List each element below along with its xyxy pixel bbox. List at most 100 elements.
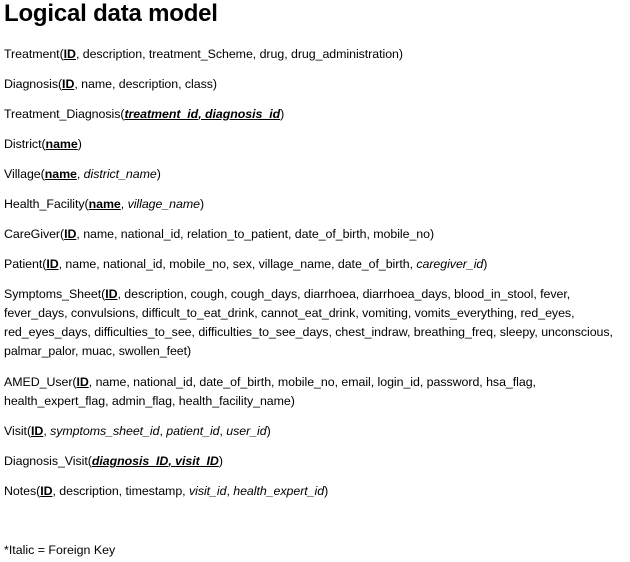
entity-amed-user: AMED_User(ID, name, national_id, date_of… (4, 375, 536, 408)
attribute: convulsions (70, 306, 136, 320)
attribute: swollen_feet (118, 344, 188, 358)
attribute-primary-key: ID (63, 47, 76, 61)
attribute: difficulties_to_see_days (198, 325, 329, 339)
attribute-primary-key: ID (40, 484, 53, 498)
entity-name: Treatment_Diagnosis (4, 107, 121, 121)
attribute: admin_flag (111, 394, 172, 408)
attribute-primary-key: ID (76, 375, 89, 389)
attribute-foreign-key: user_id (226, 424, 267, 438)
entity-name: AMED_User (4, 375, 73, 389)
attribute: chest_indraw (335, 325, 407, 339)
attribute-primary-key: name (45, 137, 78, 151)
attribute-foreign-key: patient_id (166, 424, 220, 438)
entity-health-facility: Health_Facility(name, village_name) (4, 197, 205, 211)
attribute: name (95, 375, 127, 389)
entity-notes: Notes(ID, description, timestamp, visit_… (4, 484, 329, 498)
attribute: cough_days (230, 287, 298, 301)
entity-name: District (4, 137, 42, 151)
attribute-foreign-key: district_name (83, 167, 157, 181)
entity-district: District(name) (4, 137, 82, 151)
entity-diagnosis-visit: Diagnosis_Visit(diagnosis_ID, visit_ID) (4, 454, 223, 468)
entity-name: Visit (4, 424, 27, 438)
attribute: mobile_no (373, 227, 430, 241)
attribute: blood_in_stool (454, 287, 534, 301)
attribute: palmar_palor (4, 344, 76, 358)
attribute-primary-foreign-key: diagnosis_ID (91, 454, 169, 468)
attribute: hsa_flag (486, 375, 533, 389)
attribute: cannot_eat_drink (261, 306, 356, 320)
attribute: description (124, 287, 184, 301)
attribute-primary-foreign-key: diagnosis_id (205, 107, 281, 121)
attribute-primary-key: ID (105, 287, 118, 301)
attribute: password (426, 375, 480, 389)
entity-village: Village(name, district_name) (4, 167, 161, 181)
attribute-foreign-key: village_name (127, 197, 200, 211)
entity-symptoms-sheet: Symptoms_Sheet(ID, description, cough, c… (4, 287, 613, 358)
entity-name: CareGiver (4, 227, 61, 241)
attribute: relation_to_patient (186, 227, 288, 241)
attribute: mobile_no (169, 257, 226, 271)
entity-name: Diagnosis_Visit (4, 454, 88, 468)
foreign-key-footnote: *Italic = Foreign Key (4, 543, 116, 557)
attribute-foreign-key: caregiver_id (416, 257, 484, 271)
attribute: health_expert_flag (4, 394, 106, 408)
attribute: difficult_to_eat_drink (141, 306, 255, 320)
attribute-primary-foreign-key: treatment_id (124, 107, 199, 121)
attribute: description (59, 484, 119, 498)
attribute: red_eyes_days (4, 325, 88, 339)
attribute: diarrhoea_days (362, 287, 448, 301)
entity-visit: Visit(ID, symptoms_sheet_id, patient_id,… (4, 424, 271, 438)
attribute: date_of_birth (294, 227, 367, 241)
attribute: village_name (258, 257, 332, 271)
attribute: name (83, 227, 114, 241)
attribute: timestamp (125, 484, 183, 498)
attribute-primary-key: name (44, 167, 77, 181)
attribute: drug (259, 47, 285, 61)
attribute: email (341, 375, 371, 389)
attribute: difficulties_to_see (94, 325, 192, 339)
attribute-foreign-key: symptoms_sheet_id (50, 424, 160, 438)
attribute: breathing_freq (413, 325, 493, 339)
attribute-primary-key: name (88, 197, 121, 211)
attribute: fever (540, 287, 567, 301)
entity-treatment-diagnosis: Treatment_Diagnosis(treatment_id, diagno… (4, 107, 285, 121)
attribute-primary-key: ID (46, 257, 59, 271)
attribute: name (65, 257, 97, 271)
attribute-primary-key: ID (62, 77, 75, 91)
attribute: cough (190, 287, 224, 301)
attribute: name (81, 77, 112, 91)
entity-name: Symptoms_Sheet (4, 287, 102, 301)
composite-key: diagnosis_ID, visit_ID (91, 454, 219, 468)
attribute-primary-key: ID (64, 227, 77, 241)
entity-treatment: Treatment(ID, description, treatment_Sch… (4, 47, 403, 61)
attribute: red_eyes (520, 306, 572, 320)
attribute: date_of_birth (199, 375, 272, 389)
attribute-primary-key: ID (31, 424, 44, 438)
page-title: Logical data model (4, 0, 218, 27)
entity-name: Treatment (4, 47, 60, 61)
entity-name: Village (4, 167, 41, 181)
attribute-primary-foreign-key: visit_ID (175, 454, 219, 468)
entity-name: Diagnosis (4, 77, 58, 91)
entity-name: Health_Facility (4, 197, 85, 211)
attribute-foreign-key: visit_id (188, 484, 227, 498)
attribute: login_id (377, 375, 420, 389)
attribute: vomiting (362, 306, 408, 320)
attribute: unconscious (541, 325, 610, 339)
attribute: treatment_Scheme (148, 47, 253, 61)
entity-caregiver: CareGiver(ID, name, national_id, relatio… (4, 227, 435, 241)
attribute: national_id (120, 227, 181, 241)
attribute: muac (81, 344, 112, 358)
attribute: diarrhoea (303, 287, 356, 301)
attribute: national_id (103, 257, 163, 271)
attribute: description (82, 47, 143, 61)
attribute: sleepy (499, 325, 535, 339)
attribute: vomits_everything (414, 306, 514, 320)
composite-key: treatment_id, diagnosis_id (124, 107, 281, 121)
attribute: mobile_no (277, 375, 335, 389)
attribute: date_of_birth (337, 257, 410, 271)
attribute: description (118, 77, 179, 91)
attribute: fever_days (4, 306, 65, 320)
attribute-foreign-key: health_expert_id (233, 484, 325, 498)
